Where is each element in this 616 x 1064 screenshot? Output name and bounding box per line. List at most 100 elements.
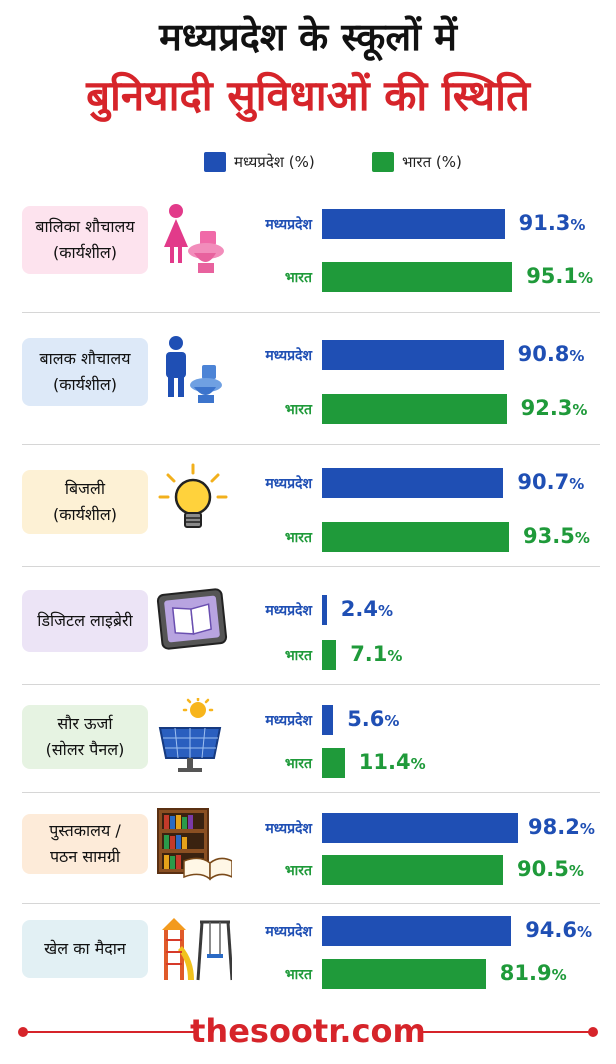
- bar-series-label-india: भारत: [284, 270, 312, 286]
- data-label-value: 5.6: [347, 707, 385, 731]
- solar-panel-icon: [158, 698, 222, 772]
- data-label-unit: %: [551, 966, 567, 984]
- bar-series-label-mp: मध्यप्रदेश: [265, 821, 312, 837]
- legend-label-mp: मध्यप्रदेश (%): [234, 153, 315, 171]
- bookshelf-icon: [157, 808, 232, 881]
- bar-mp: [322, 705, 334, 735]
- data-label-mp: 5.6%: [347, 707, 399, 731]
- page-title-line2: बुनियादी सुविधाओं की स्थिति: [86, 71, 530, 120]
- page-title-line1: मध्यप्रदेश के स्कूलों में: [159, 15, 457, 59]
- bar-series-label-india: भारत: [284, 756, 312, 772]
- data-label-value: 2.4: [340, 597, 378, 621]
- legend-swatch-mp: [204, 152, 226, 172]
- data-label-unit: %: [384, 712, 400, 730]
- legend-label-india: भारत (%): [402, 153, 462, 171]
- data-label-unit: %: [578, 269, 594, 287]
- bar-series-label-india: भारत: [284, 863, 312, 879]
- bar-series-label-mp: मध्यप्रदेश: [265, 603, 312, 619]
- bar-series-label-mp: मध्यप्रदेश: [265, 217, 312, 233]
- data-label-unit: %: [570, 216, 586, 234]
- data-label-value: 91.3: [518, 211, 571, 235]
- row-divider: [22, 684, 600, 685]
- category-sublabel: (कार्यशील): [52, 243, 118, 262]
- data-label-value: 90.8: [517, 342, 570, 366]
- category-label: सौर ऊर्जा: [57, 714, 113, 734]
- category-sublabel: पठन सामग्री: [49, 847, 121, 866]
- legend-item-india: भारत (%): [372, 152, 462, 172]
- data-label-mp: 2.4%: [341, 597, 393, 621]
- data-label-unit: %: [574, 529, 590, 547]
- bar-india: [322, 748, 345, 778]
- data-label-mp: 90.7%: [517, 470, 584, 494]
- row-divider: [22, 566, 600, 567]
- data-label-india: 93.5%: [523, 524, 590, 548]
- footer-dot-right: [588, 1027, 598, 1037]
- category-label-box: बालिका शौचालय (कार्यशील): [22, 206, 148, 274]
- data-label-value: 93.5: [523, 524, 575, 548]
- bar-series-label-mp: मध्यप्रदेश: [265, 348, 312, 364]
- data-label-value: 94.6: [525, 918, 578, 942]
- footer-dot-left: [18, 1027, 28, 1037]
- data-label-india: 95.1%: [526, 264, 593, 288]
- category-sublabel: (कार्यशील): [52, 505, 118, 524]
- category-label: पुस्तकालय /: [49, 821, 121, 841]
- data-label-value: 92.3: [520, 396, 573, 420]
- row-divider: [22, 444, 600, 445]
- data-label-unit: %: [569, 475, 585, 493]
- bar-india: [322, 640, 337, 670]
- boys-toilet-icon: [166, 336, 222, 403]
- bar-mp: [322, 340, 504, 370]
- category-label: बालिका शौचालय: [35, 217, 135, 237]
- data-label-value: 81.9: [499, 961, 552, 985]
- legend: मध्यप्रदेश (%) भारत (%): [0, 152, 616, 176]
- data-label-unit: %: [579, 820, 595, 838]
- category-label-box: खेल का मैदान: [22, 920, 148, 978]
- data-label-value: 7.1: [350, 642, 388, 666]
- footer-site-text: thesootr.com: [190, 1012, 426, 1050]
- data-label-india: 92.3%: [521, 396, 588, 420]
- footer-line-left: [24, 1031, 196, 1033]
- bar-series-label-india: भारत: [284, 648, 312, 664]
- data-label-mp: 98.2%: [528, 815, 595, 839]
- category-label-box: डिजिटल लाइब्रेरी: [22, 590, 148, 652]
- category-label-box: बालक शौचालय (कार्यशील): [22, 338, 148, 406]
- tablet-book-icon: [156, 588, 228, 650]
- data-label-unit: %: [410, 755, 426, 773]
- bar-series-label-mp: मध्यप्रदेश: [265, 476, 312, 492]
- data-label-unit: %: [577, 923, 593, 941]
- data-label-mp: 91.3%: [519, 211, 586, 235]
- data-label-value: 11.4: [358, 750, 411, 774]
- data-label-india: 7.1%: [350, 642, 402, 666]
- category-label: बिजली: [64, 479, 106, 499]
- playground-icon: [162, 918, 232, 981]
- row-divider: [22, 312, 600, 313]
- bar-series-label-mp: मध्यप्रदेश: [265, 924, 312, 940]
- data-label-india: 81.9%: [500, 961, 567, 985]
- category-sublabel: (सोलर पैनल): [45, 740, 125, 759]
- data-label-value: 95.1: [526, 264, 579, 288]
- bar-series-label-india: भारत: [284, 530, 312, 546]
- bar-series-label-india: भारत: [284, 967, 312, 983]
- bar-india: [322, 522, 509, 552]
- bar-mp: [322, 916, 512, 946]
- bar-mp: [322, 209, 505, 239]
- data-label-unit: %: [378, 602, 394, 620]
- category-label: खेल का मैदान: [44, 939, 126, 959]
- data-label-unit: %: [569, 347, 585, 365]
- data-label-india: 11.4%: [359, 750, 426, 774]
- bar-series-label-india: भारत: [284, 402, 312, 418]
- category-sublabel: (कार्यशील): [52, 375, 118, 394]
- data-label-unit: %: [568, 862, 584, 880]
- bar-series-label-mp: मध्यप्रदेश: [265, 713, 312, 729]
- data-label-mp: 90.8%: [518, 342, 585, 366]
- data-label-unit: %: [572, 401, 588, 419]
- footer-line-right: [420, 1031, 592, 1033]
- bar-india: [322, 394, 507, 424]
- lightbulb-icon: [158, 463, 228, 528]
- category-label-box: सौर ऊर्जा (सोलर पैनल): [22, 705, 148, 769]
- category-label: डिजिटल लाइब्रेरी: [37, 611, 133, 631]
- category-label: बालक शौचालय: [39, 349, 131, 369]
- bar-mp: [322, 468, 504, 498]
- bar-india: [322, 959, 486, 989]
- bar-india: [322, 855, 503, 885]
